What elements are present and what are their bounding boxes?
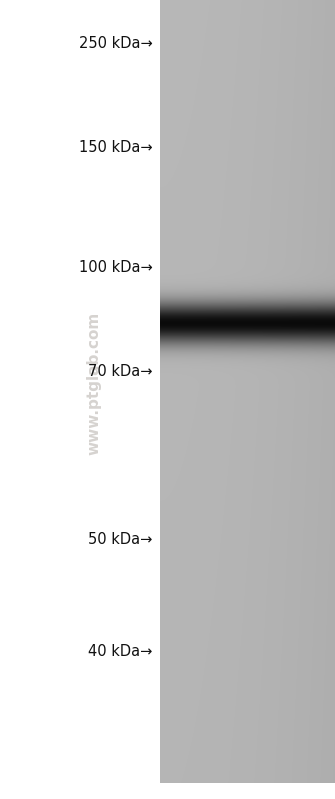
Text: 70 kDa→: 70 kDa→ — [88, 364, 152, 379]
Text: www.ptglab.com: www.ptglab.com — [86, 312, 101, 455]
Text: 250 kDa→: 250 kDa→ — [79, 37, 152, 51]
Text: 50 kDa→: 50 kDa→ — [88, 532, 152, 547]
Text: 150 kDa→: 150 kDa→ — [79, 141, 152, 155]
Text: 100 kDa→: 100 kDa→ — [79, 260, 152, 275]
Text: 40 kDa→: 40 kDa→ — [88, 644, 152, 658]
